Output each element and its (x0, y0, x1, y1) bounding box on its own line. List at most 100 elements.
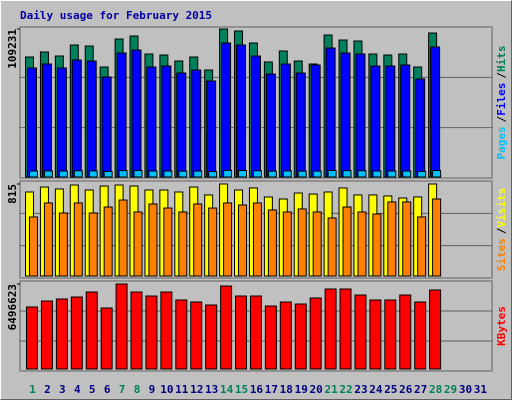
y-tick-label: 109231 (6, 29, 19, 69)
x-tick-label: 19 (295, 383, 308, 396)
bar (369, 299, 382, 370)
bar (310, 64, 321, 178)
bar (148, 203, 158, 277)
bar (309, 297, 322, 370)
legend-entry: Pages (495, 126, 508, 159)
bar (101, 76, 112, 178)
legend-separator: / (495, 227, 508, 234)
bar (327, 169, 337, 178)
x-tick-label: 29 (444, 383, 457, 396)
legend-entry: Sites (495, 238, 508, 271)
bar (387, 170, 397, 178)
bar (163, 207, 173, 277)
bar (327, 217, 337, 277)
legend-entry: KBytes (495, 306, 508, 346)
bar (402, 201, 412, 277)
bar (312, 170, 322, 178)
bar (161, 65, 172, 178)
bar (282, 211, 292, 277)
legend-entry: Hits (495, 46, 508, 73)
bar (279, 301, 292, 370)
bar (267, 170, 277, 178)
x-tick-label: 1 (29, 383, 36, 396)
bar (238, 169, 248, 178)
bar (325, 47, 336, 178)
bar (178, 211, 188, 277)
bar (387, 201, 397, 277)
x-tick-label: 7 (119, 383, 126, 396)
x-tick-label: 11 (175, 383, 189, 396)
legend-entry: Visits (495, 188, 508, 228)
bar (324, 288, 337, 370)
bar (294, 303, 307, 370)
bar (26, 306, 38, 370)
bar (160, 291, 173, 370)
bar (354, 294, 367, 370)
bar (280, 63, 291, 178)
x-tick-label: 26 (399, 383, 413, 396)
bar (342, 170, 352, 178)
bar (116, 52, 127, 178)
bar (430, 46, 441, 178)
bar (417, 170, 427, 178)
bar (372, 213, 382, 277)
bar (73, 170, 83, 178)
bar (357, 170, 367, 178)
bar (193, 170, 203, 178)
bar (70, 296, 83, 370)
bar (43, 202, 53, 277)
x-tick-label: 5 (89, 383, 96, 396)
x-tick-label: 8 (134, 383, 141, 396)
bar (131, 49, 142, 178)
bar (41, 63, 52, 178)
bar (43, 170, 53, 178)
bar (402, 170, 412, 178)
bar (40, 300, 53, 370)
x-tick-label: 30 (459, 383, 472, 396)
bar (223, 202, 233, 277)
legend-separator: / (495, 115, 508, 122)
bar (372, 170, 382, 178)
x-tick-label: 24 (369, 383, 383, 396)
legend-entry: Files (495, 83, 508, 116)
x-tick-label: 16 (250, 383, 264, 396)
x-tick-label: 17 (265, 383, 278, 396)
bar (88, 212, 98, 277)
bar (400, 64, 411, 178)
bar (297, 208, 307, 277)
bar (86, 60, 97, 178)
x-tick-label: 25 (384, 383, 397, 396)
bar (205, 304, 218, 370)
x-tick-label: 13 (205, 383, 218, 396)
bar (429, 289, 442, 370)
bar (399, 294, 412, 370)
bar (252, 170, 262, 178)
bar (432, 198, 442, 277)
chart-title: Daily usage for February 2015 (20, 9, 212, 22)
bar (193, 203, 203, 277)
bar (370, 65, 381, 178)
x-tick-label: 31 (474, 383, 488, 396)
bar (208, 207, 218, 277)
x-tick-label: 14 (220, 383, 234, 396)
bar (252, 202, 262, 277)
bar (384, 299, 397, 370)
x-tick-label: 20 (310, 383, 323, 396)
bar (340, 52, 351, 178)
bar (355, 53, 366, 178)
bar (250, 55, 261, 178)
legend-separator: / (495, 72, 508, 79)
bar (235, 295, 248, 370)
bar (145, 295, 158, 370)
bar (191, 69, 202, 178)
bar (238, 204, 248, 277)
bar (148, 170, 158, 178)
x-tick-label: 6 (104, 383, 111, 396)
bar (55, 298, 68, 370)
bar (282, 170, 292, 178)
bar (417, 216, 427, 277)
bar (130, 291, 143, 370)
bar (265, 73, 276, 178)
x-tick-label: 28 (429, 383, 442, 396)
